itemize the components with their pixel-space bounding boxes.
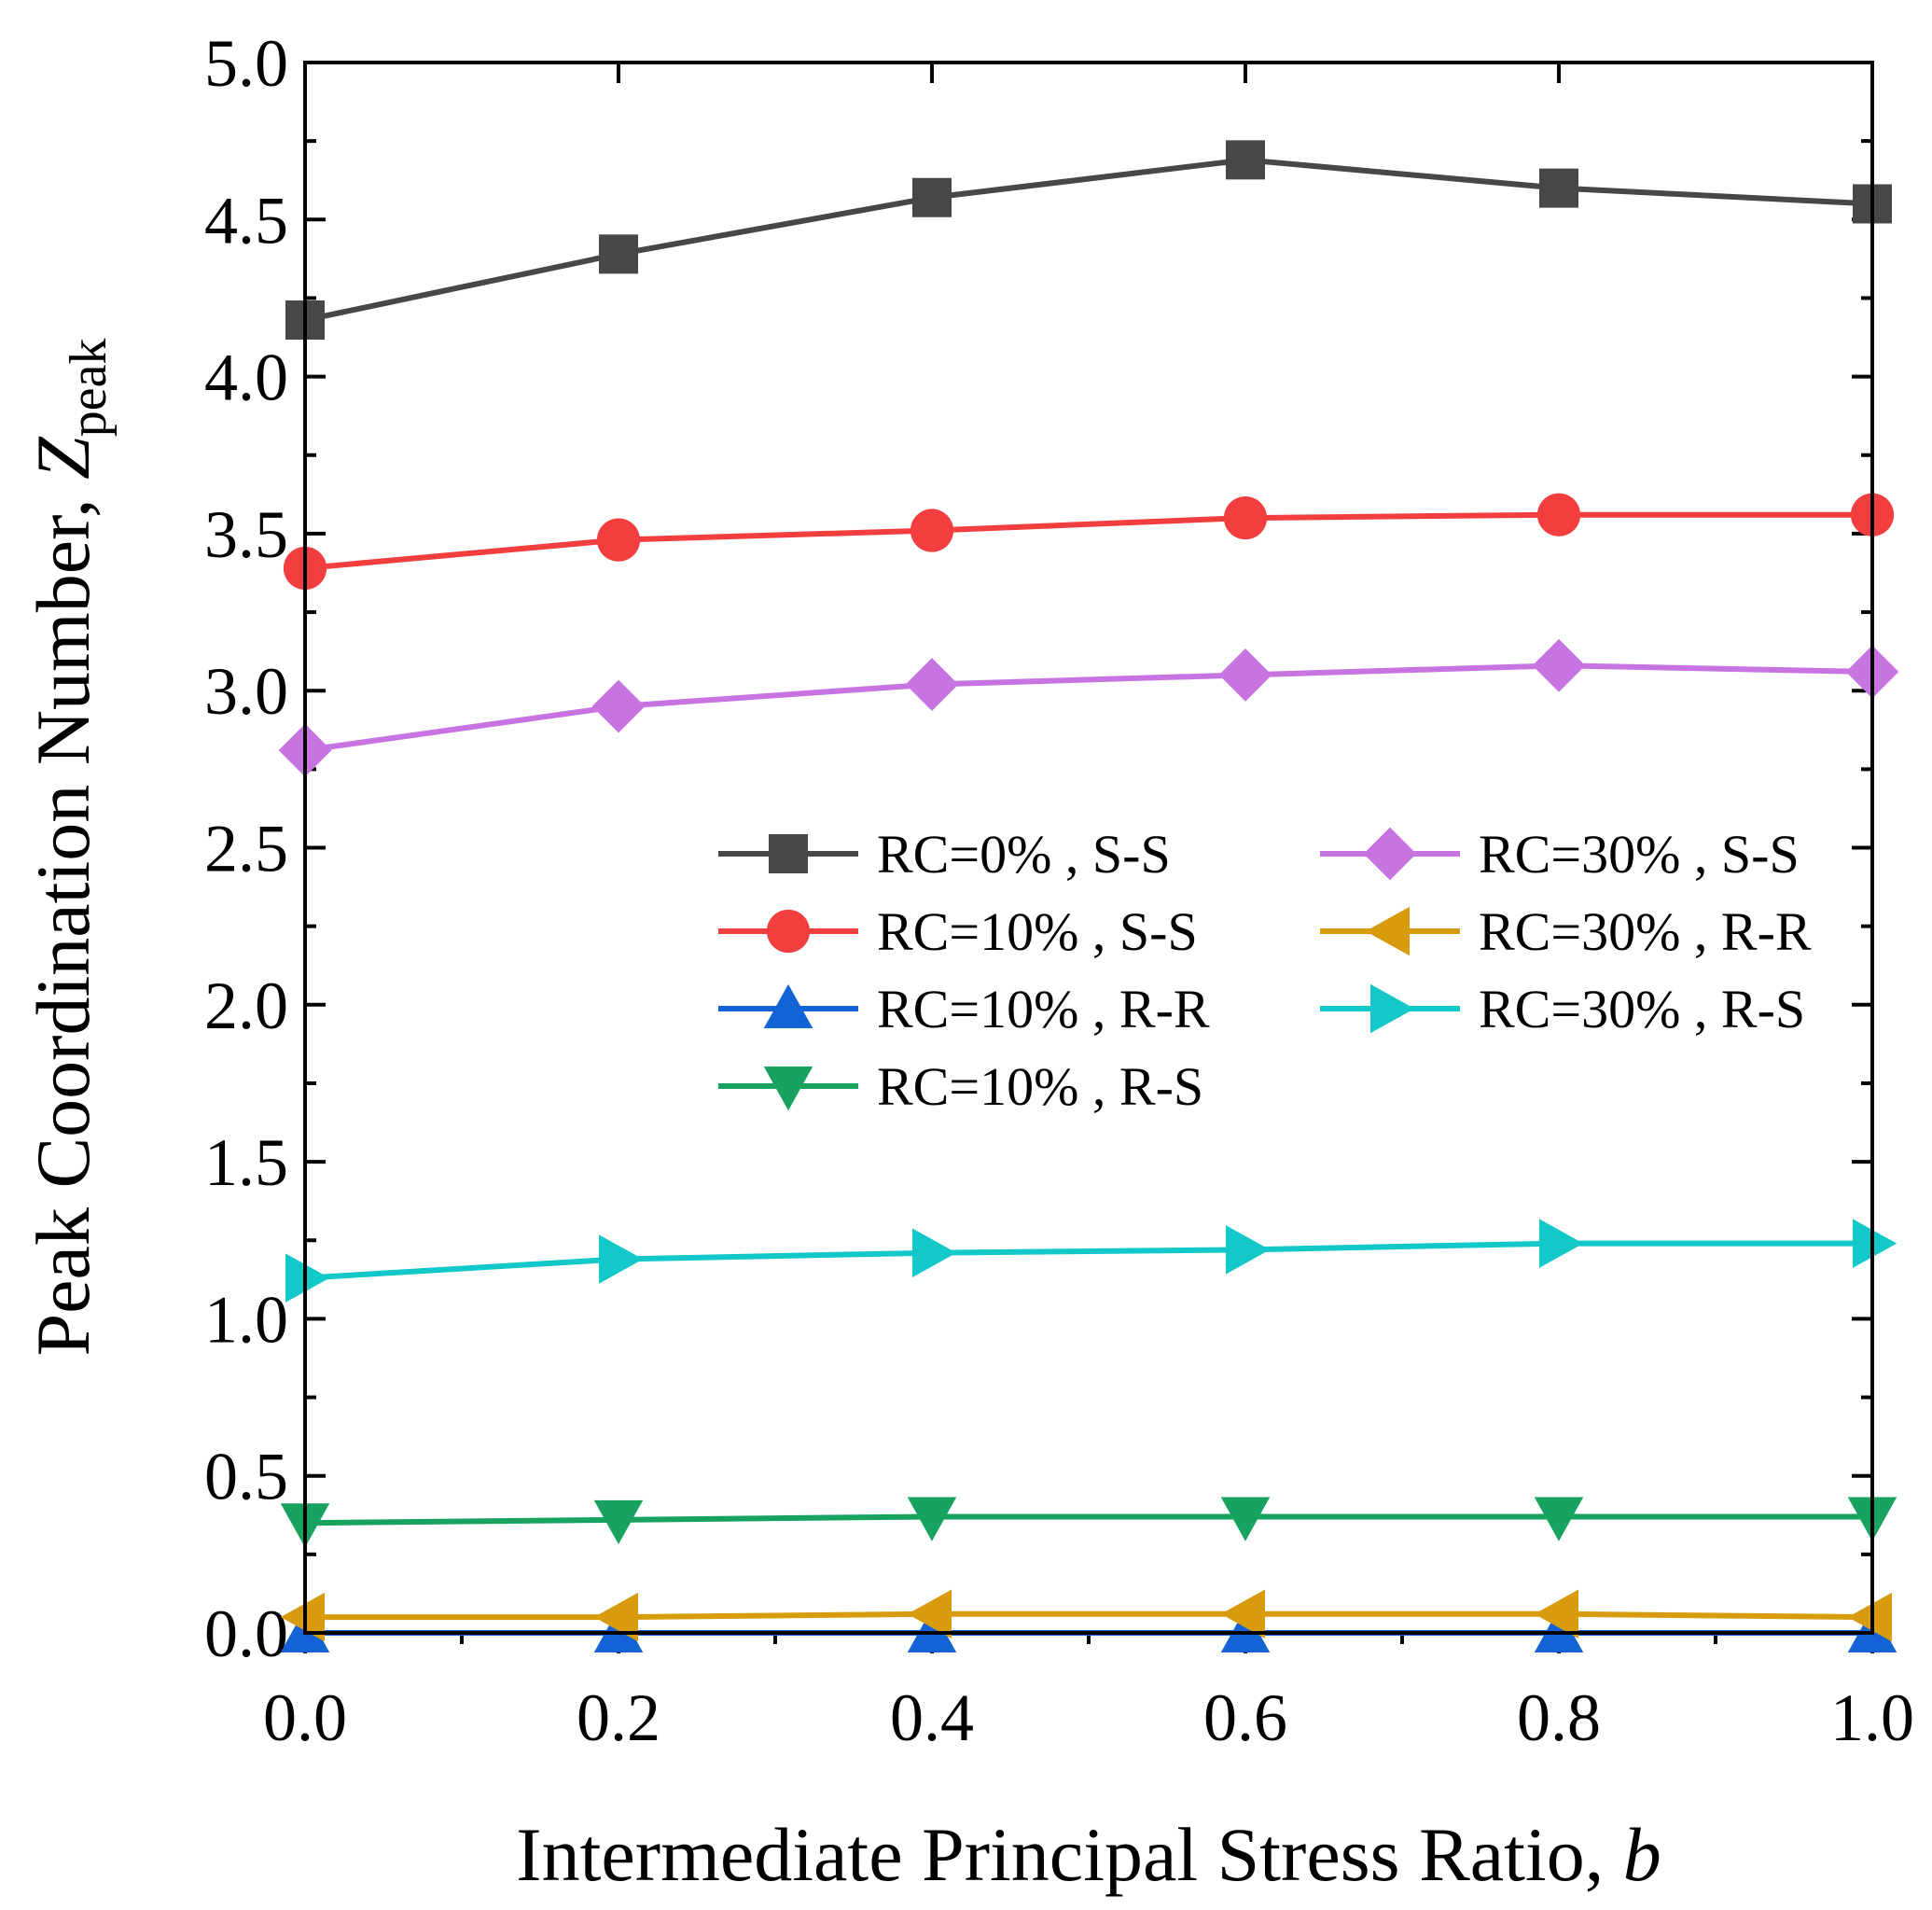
legend-marker <box>1370 983 1415 1034</box>
series-line <box>304 511 1872 571</box>
data-point <box>1534 1497 1584 1541</box>
x-ticks-group: 0.0 0.2 0.4 0.6 0.8 1.0 <box>263 63 1914 1755</box>
legend-item: RC=10% , S-S <box>718 901 1198 962</box>
y-tick-label: 5.0 <box>204 26 288 101</box>
x-axis-title: Intermediate Principal Stress Ratio, b <box>516 1812 1661 1897</box>
legend-marker <box>763 1067 813 1111</box>
series-line <box>304 1240 1872 1281</box>
y-ticks-group: 0.0 0.5 1.0 1.5 2.0 2.5 3.0 3.5 4.0 4.5 5.0 <box>204 26 1872 1671</box>
series-group <box>278 140 1899 1652</box>
legend-label: RC=10% , R-R <box>877 979 1210 1039</box>
x-tick-label: 0.8 <box>1517 1680 1601 1755</box>
y-tick-label: 1.0 <box>204 1282 288 1357</box>
y-tick-label: 0.5 <box>204 1440 288 1514</box>
data-point <box>907 1497 957 1541</box>
data-point <box>912 1228 957 1277</box>
data-point <box>1853 1219 1897 1268</box>
y-tick-label: 3.5 <box>204 497 288 572</box>
series-line <box>304 662 1873 754</box>
series-5 <box>280 1589 1892 1642</box>
series-line <box>305 1610 1873 1621</box>
data-point <box>905 658 959 711</box>
x-tick-label: 1.0 <box>1830 1680 1914 1755</box>
series-4 <box>278 638 1899 777</box>
y-tick-label: 2.0 <box>204 969 288 1043</box>
data-point <box>1226 140 1265 180</box>
x-tick-label: 0.4 <box>890 1680 974 1755</box>
y-tick-label: 3.0 <box>204 654 288 729</box>
legend-marker <box>1365 906 1410 956</box>
data-point <box>907 1608 957 1652</box>
data-point <box>910 509 954 552</box>
data-point <box>1534 1589 1578 1639</box>
legend-item: RC=30% , R-R <box>1320 901 1812 962</box>
data-point <box>1539 1219 1584 1268</box>
data-point <box>599 1234 644 1284</box>
data-point <box>285 1253 330 1303</box>
data-point <box>280 1592 325 1642</box>
data-point <box>1536 493 1581 537</box>
data-point <box>1220 1589 1265 1639</box>
data-point <box>1220 1497 1271 1541</box>
legend-label: RC=30% , R-S <box>1479 979 1805 1039</box>
data-point <box>1218 648 1272 702</box>
series-line <box>304 157 1873 323</box>
legend-label: RC=10% , R-S <box>877 1056 1203 1117</box>
data-point <box>1847 1592 1892 1642</box>
data-point <box>912 177 952 217</box>
y-tick-label: 1.5 <box>204 1125 288 1200</box>
legend-label: RC=10% , S-S <box>877 901 1198 962</box>
legend-label: RC=30% , S-S <box>1479 824 1800 885</box>
data-point <box>907 1589 952 1639</box>
plot-frame <box>303 61 1874 1635</box>
y-tick-label: 4.0 <box>204 341 288 415</box>
series-line <box>304 1513 1872 1527</box>
data-point <box>1539 168 1578 208</box>
data-point <box>591 679 646 733</box>
data-point <box>1220 1608 1271 1652</box>
y-tick-label: 2.5 <box>204 812 288 886</box>
legend-item: RC=10% , R-R <box>718 979 1210 1039</box>
series-6 <box>285 1219 1897 1303</box>
legend-item: RC=30% , R-S <box>1320 979 1805 1039</box>
legend-item: RC=30% , S-S <box>1320 824 1800 885</box>
x-tick-label: 0.2 <box>577 1680 660 1755</box>
legend-item: RC=10% , R-S <box>718 1056 1203 1117</box>
x-tick-label: 0.6 <box>1203 1680 1287 1755</box>
legend-marker <box>763 983 813 1028</box>
y-tick-label: 4.5 <box>204 183 288 258</box>
series-0 <box>285 140 1892 341</box>
data-point <box>599 234 638 274</box>
legend-item: RC=0% , S-S <box>718 824 1171 885</box>
data-point <box>596 518 641 562</box>
legend-marker <box>1363 827 1417 881</box>
data-point <box>1532 638 1586 692</box>
y-tick-label: 0.0 <box>204 1596 288 1671</box>
legend-marker <box>769 834 808 873</box>
data-point <box>1226 1225 1271 1275</box>
x-tick-label: 0.0 <box>263 1680 347 1755</box>
legend-marker <box>766 909 811 954</box>
data-point <box>1223 495 1268 540</box>
legend: RC=0% , S-S RC=10% , S-S RC=10% , R-R RC=10… <box>718 824 1812 1117</box>
series-1 <box>283 493 1895 591</box>
legend-label: RC=0% , S-S <box>877 824 1171 885</box>
y-axis-title: Peak Coordination Number, Zpeak <box>21 339 118 1357</box>
data-point <box>593 1592 638 1642</box>
legend-label: RC=30% , R-R <box>1479 901 1812 962</box>
series-3 <box>280 1497 1897 1548</box>
data-point <box>1534 1608 1584 1652</box>
data-point <box>593 1499 644 1545</box>
